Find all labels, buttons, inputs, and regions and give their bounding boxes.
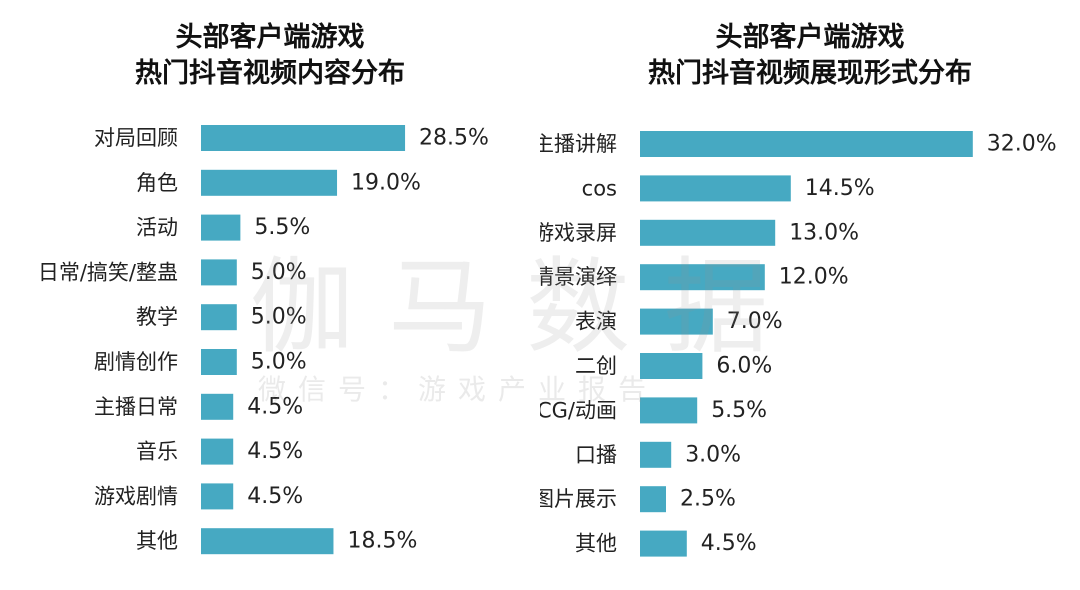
category-label: 教学 [136,305,178,329]
value-label: 4.5% [247,439,303,464]
value-label: 5.5% [711,398,767,423]
value-label: 5.5% [254,215,310,240]
bar [640,264,765,291]
bar [201,259,237,286]
category-label: 其他 [136,529,178,553]
bar [640,131,973,157]
chart-left-plot: 对局回顾 28.5% 角色 19.0% 活动 5.5% 日常/搞笑/整蛊 5.0% 教学 5.0%… [38,125,489,555]
category-label: 对局回顾 [94,126,178,150]
value-label: 5.0% [251,350,307,375]
bar [201,438,234,465]
value-label: 6.0% [716,354,772,379]
value-label: 4.5% [247,484,303,509]
value-label: 18.5% [347,529,417,554]
category-label: 活动 [136,216,178,240]
value-label: 3.0% [685,442,741,467]
value-label: 14.5% [805,176,875,201]
bar [201,125,406,151]
chart-right-title: 头部客户端游戏 热门抖音视频展现形式分布 [540,20,1080,92]
value-label: 13.0% [789,220,859,245]
bar [640,530,687,557]
value-label: 28.5% [419,126,489,151]
bar [640,353,703,379]
category-label: 游戏剧情 [94,484,178,508]
value-label: 7.0% [727,309,783,334]
category-label: 情景演绎 [540,265,617,289]
chart-left-title-line1: 头部客户端游戏 [175,22,365,53]
bar [201,169,338,196]
chart-right-title-line2: 热门抖音视频展现形式分布 [648,58,972,89]
category-label: 音乐 [136,440,178,464]
value-label: 5.0% [251,260,307,285]
value-label: 32.0% [987,132,1057,157]
value-label: 2.5% [680,487,736,512]
bar [640,486,666,513]
category-label: 主播讲解 [540,132,617,156]
category-label: 主播日常 [94,395,178,419]
category-label: 日常/搞笑/整蛊 [38,260,178,284]
bar [201,528,334,555]
value-label: 12.0% [779,265,849,290]
category-label: 游戏录屏 [540,221,617,245]
bar [640,219,776,246]
category-label: 口播 [575,443,617,467]
category-label: 剧情创作 [94,350,178,374]
chart-right-plot: 主播讲解 32.0% cos 14.5% 游戏录屏 13.0% 情景演绎 12.0% 表演 7.0… [540,131,1057,557]
bar [201,393,234,420]
bar [640,441,672,468]
category-label: 表演 [575,310,617,334]
bar [640,308,713,335]
category-label: 其他 [575,532,617,556]
bar [201,214,241,241]
value-label: 4.5% [701,531,757,556]
value-label: 5.0% [251,305,307,330]
bar [201,304,237,331]
category-label: CG/动画 [540,398,617,422]
category-label: 二创 [575,354,617,378]
chart-right-title-line1: 头部客户端游戏 [715,22,905,53]
value-label: 4.5% [247,394,303,419]
value-label: 19.0% [351,170,421,195]
chart-left: 头部客户端游戏 热门抖音视频内容分布 对局回顾 28.5% 角色 19.0% 活动 5.5… [0,20,540,555]
bar [201,349,237,375]
bar [201,483,234,510]
category-label: 图片展示 [540,487,617,511]
bar [640,175,791,202]
bar [640,397,698,424]
category-label: 角色 [136,171,178,195]
chart-left-title-line2: 热门抖音视频内容分布 [135,58,405,89]
category-label: cos [582,176,617,200]
chart-right: 头部客户端游戏 热门抖音视频展现形式分布 主播讲解 32.0% cos 14.5% 游戏… [540,0,1080,590]
chart-left-title: 头部客户端游戏 热门抖音视频内容分布 [0,20,540,92]
